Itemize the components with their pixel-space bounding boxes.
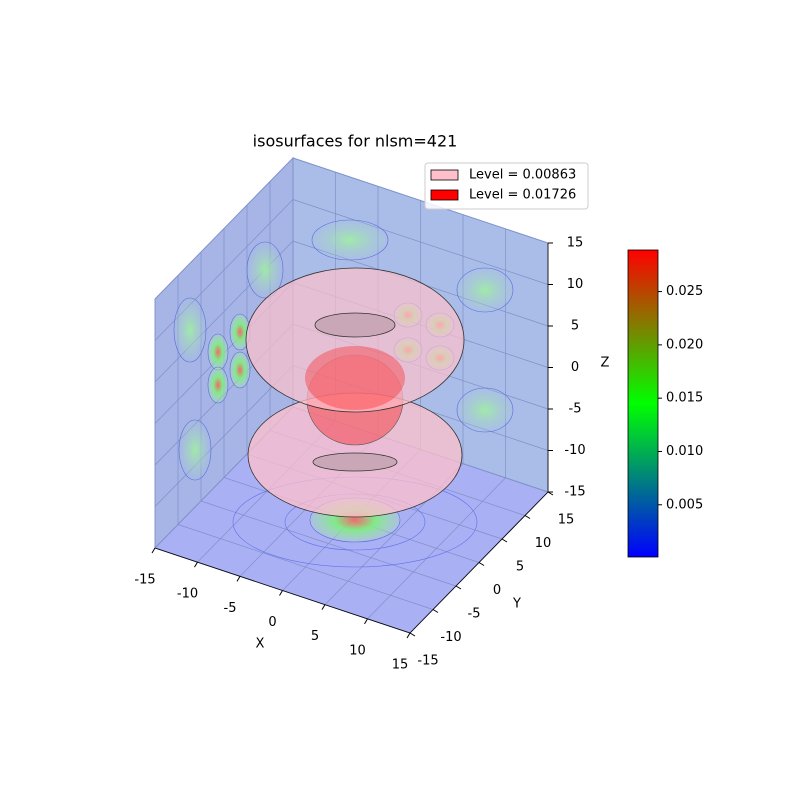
x-tick [194,561,198,568]
contour-projection [173,297,207,363]
grid-line [292,157,549,244]
x-tick [364,618,368,625]
grid-line [177,524,434,610]
legend-swatch [430,189,459,201]
colorbar-tick-label: 0.020 [666,337,703,352]
y-tick [524,515,531,519]
contour-projection [229,351,251,389]
torus-hole [312,452,398,472]
contour-projection [207,333,229,371]
colorbar-tick-label: 0.025 [666,284,703,299]
colorbar-tick-label: 0.005 [666,497,703,512]
grid-line [292,199,549,285]
x-tick-label: -10 [177,587,198,602]
x-tick [236,576,241,582]
x-axis-label: X [256,637,265,652]
colorbar-tick-label: 0.010 [666,444,703,459]
z-tick-label: 5 [571,319,579,334]
grid-line [200,500,457,587]
chart-title: isosurfaces for nlsm=421 [253,132,458,151]
legend: Level = 0.00863 Level = 0.01726 [424,162,589,210]
x-tick [321,604,326,610]
x-tick-label: -15 [134,573,155,588]
contour-projection [311,219,389,261]
colorbar [627,249,659,558]
contour-projection [456,387,514,433]
x-tick-label: 5 [311,629,319,644]
grid-line [154,365,294,507]
x-tick-label: -5 [224,601,237,616]
y-tick [455,585,462,590]
y-tick [409,632,416,637]
x-tick-label: 0 [268,615,276,630]
legend-label: Level = 0.00863 [469,168,576,183]
y-tick [478,562,485,566]
y-tick-label: -5 [468,607,481,622]
z-tick-label: -10 [564,443,585,458]
x-tick [406,632,411,639]
y-tick-label: -10 [440,630,461,645]
y-tick-label: 5 [516,560,524,575]
contour-projection [207,366,229,404]
y-tick-label: -15 [417,654,438,669]
z-tick-label: -15 [564,485,585,500]
y-axis-label: Y [512,597,521,612]
z-tick-label: 15 [567,236,584,251]
x-tick [151,547,156,554]
colorbar-tick-label: 0.015 [666,391,703,406]
contour-projection [178,419,212,481]
legend-label: Level = 0.01726 [469,188,576,203]
z-axis-label: Z [601,356,610,371]
x-tick [279,590,283,596]
legend-swatch [430,169,459,181]
z-tick-label: -5 [569,402,582,417]
y-tick-label: 15 [558,513,575,528]
legend-box [424,162,589,210]
torus-hole [314,312,396,338]
inner-surface [305,346,405,410]
x-tick-label: 15 [392,658,409,673]
y-tick [501,538,508,543]
y-tick-label: 10 [535,536,552,551]
torus-upper [245,267,465,413]
z-tick-label: 0 [571,360,579,375]
contour-projection [246,241,284,299]
grid-line [154,157,294,300]
contour-projection [456,267,514,313]
z-tick-label: 10 [567,277,584,292]
x-tick-label: 10 [349,643,366,658]
y-tick [432,609,439,613]
y-tick-label: 0 [493,583,501,598]
